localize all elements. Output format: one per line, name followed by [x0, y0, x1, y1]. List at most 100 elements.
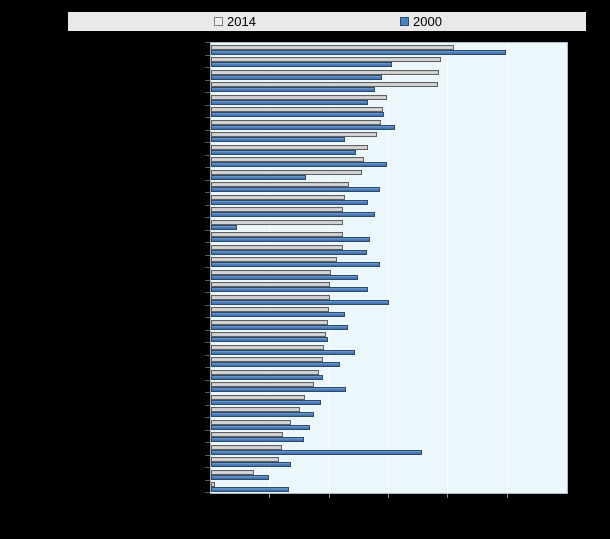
bar-2014 [211, 119, 382, 125]
bar-2000 [211, 337, 328, 342]
bar-row [211, 331, 567, 344]
bar-row [211, 269, 567, 282]
bar-row [211, 181, 567, 194]
x-axis-tick [506, 494, 508, 498]
y-axis-tick [205, 379, 210, 381]
bar-2000 [211, 349, 355, 355]
bar-row [211, 281, 567, 294]
bar-row [211, 319, 567, 332]
y-axis-tick [205, 129, 210, 131]
y-axis-tick [205, 342, 210, 343]
bar-2000 [211, 137, 345, 142]
bar-2000 [211, 437, 305, 442]
y-axis-tick [205, 354, 210, 356]
bar-2014 [211, 369, 319, 375]
bar-2000 [211, 87, 376, 92]
bar-2014 [211, 157, 365, 162]
bar-2000 [211, 399, 321, 405]
y-axis-tick [205, 267, 210, 268]
y-axis-tick [205, 304, 210, 306]
y-axis-tick [205, 192, 210, 193]
plot-area [210, 42, 568, 494]
bar-row [211, 431, 567, 444]
y-axis-tick [205, 79, 210, 81]
bar-row [211, 394, 567, 407]
gridline [328, 43, 330, 493]
bar-2014 [211, 382, 314, 387]
bar-row [211, 406, 567, 419]
bar-row [211, 119, 567, 132]
bar-row [211, 156, 567, 169]
bar-row [211, 294, 567, 307]
bar-row [211, 44, 567, 57]
bar-row [211, 194, 567, 207]
y-axis-tick [205, 492, 210, 493]
bar-2000 [211, 149, 357, 155]
bar-2014 [211, 432, 284, 437]
bar-2000 [211, 162, 388, 167]
bar-2014 [211, 144, 369, 150]
y-axis-tick [205, 254, 210, 256]
y-axis-tick [205, 442, 210, 443]
bar-row [211, 344, 567, 357]
bar-2014 [211, 332, 326, 337]
y-axis-tick [205, 67, 210, 68]
bar-2000 [211, 487, 290, 492]
y-axis-tick [205, 117, 210, 118]
y-axis-tick [205, 467, 210, 468]
bar-2000 [211, 424, 311, 430]
chart-legend: 2014 2000 [68, 12, 586, 31]
bar-row [211, 94, 567, 107]
x-axis-tick [388, 494, 389, 498]
bar-2014 [211, 82, 438, 87]
bar-row [211, 231, 567, 244]
y-axis-tick [205, 217, 210, 218]
y-axis-tick [205, 417, 210, 418]
bar-2000 [211, 112, 385, 117]
bar-row [211, 81, 567, 94]
bar-row [211, 306, 567, 319]
bar-2000 [211, 462, 292, 467]
y-axis-tick [205, 42, 210, 43]
bar-2000 [211, 249, 367, 255]
bar-2014 [211, 407, 300, 412]
x-axis-tick [447, 494, 449, 498]
bar-2000 [211, 474, 269, 480]
bar-2000 [211, 224, 237, 230]
bar-2014 [211, 257, 337, 262]
bar-2014 [211, 344, 324, 350]
bar-row [211, 169, 567, 182]
x-axis-tick [328, 494, 330, 498]
bar-2014 [211, 207, 344, 212]
bar-2014 [211, 107, 384, 112]
bar-2014 [211, 44, 455, 50]
bar-2000 [211, 312, 345, 317]
legend-label-2014: 2014 [227, 14, 256, 29]
legend-item-2014: 2014 [214, 12, 256, 31]
legend-swatch-2014-icon [214, 17, 223, 26]
bar-row [211, 256, 567, 269]
bar-2014 [211, 282, 330, 287]
bar-2014 [211, 219, 343, 225]
y-axis-tick [205, 392, 210, 393]
y-axis-tick [205, 404, 210, 406]
bar-2000 [211, 74, 382, 80]
y-axis-tick [205, 317, 210, 318]
bar-2014 [211, 57, 441, 62]
bar-2000 [211, 174, 306, 180]
y-axis-tick [205, 367, 210, 368]
legend-swatch-2000-icon [400, 17, 409, 26]
bar-row [211, 219, 567, 232]
gridline [269, 43, 271, 493]
y-axis-tick [205, 279, 210, 281]
bar-2000 [211, 387, 346, 392]
legend-item-2000: 2000 [400, 12, 442, 31]
bar-row [211, 456, 567, 469]
bar-row [211, 56, 567, 69]
y-axis-tick [205, 92, 210, 93]
bar-2014 [211, 482, 216, 487]
bar-row [211, 206, 567, 219]
bar-2014 [211, 132, 378, 137]
bar-2000 [211, 274, 359, 280]
bar-row [211, 419, 567, 432]
